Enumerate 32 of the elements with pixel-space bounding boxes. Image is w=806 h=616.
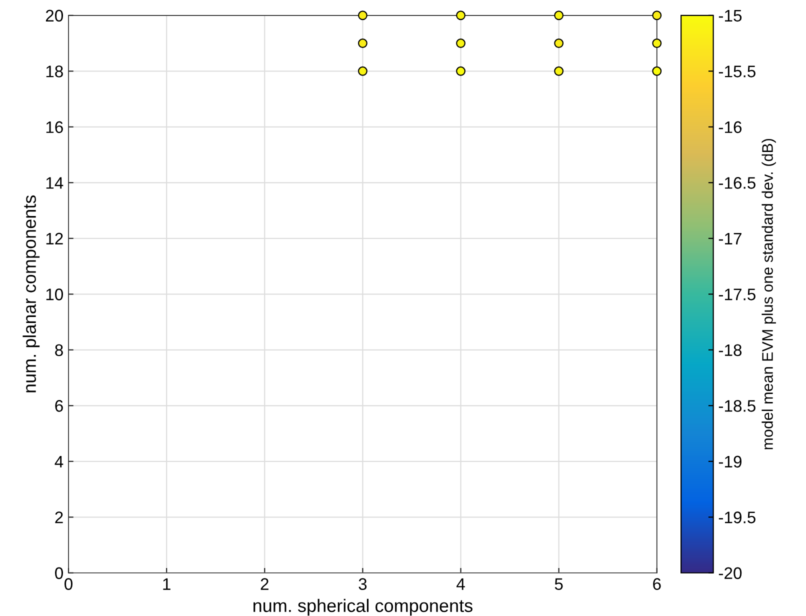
color-bar-label: -17 (718, 232, 742, 244)
x-tick-label: 4 (456, 578, 465, 590)
x-tick-label: 6 (653, 578, 661, 590)
color-bar-label: -18 (718, 344, 742, 356)
x-tick-label: 2 (260, 578, 268, 590)
color-bar-label: -16.5 (718, 177, 756, 189)
color-bar-label: -18.5 (718, 400, 756, 412)
x-tick-label: 1 (163, 578, 170, 590)
y-axis-title: num. planar components (22, 195, 40, 392)
color-bar-label: -17.5 (718, 288, 756, 300)
y-tick-label: 8 (55, 344, 63, 356)
y-tick-label: 16 (46, 121, 63, 134)
color-bar-label: -19 (718, 456, 742, 468)
color-bar-label: -19.5 (718, 512, 756, 524)
y-tick-label: 10 (46, 288, 63, 300)
color-bar-title: model mean EVM plus one standard dev. (dB) (762, 138, 776, 450)
y-tick-label: 18 (46, 66, 63, 78)
y-tick-label: 2 (55, 512, 63, 524)
x-tick-label: 0 (64, 578, 72, 590)
x-tick-label: 5 (554, 578, 563, 590)
color-bar-label: -15.5 (718, 66, 756, 78)
color-bar-label: -15 (718, 10, 742, 22)
x-tick-label: 3 (358, 578, 367, 590)
y-tick-label: 6 (55, 400, 63, 412)
y-tick-label: 20 (46, 10, 63, 22)
y-tick-label: 12 (46, 232, 63, 244)
y-tick-label: 0 (55, 567, 63, 580)
y-tick-label: 4 (54, 456, 64, 468)
color-bar-label: -16 (718, 121, 742, 134)
x-axis-title: num. spherical components (254, 598, 472, 616)
color-bar-label: -20 (718, 567, 742, 580)
y-tick-label: 14 (46, 177, 64, 189)
